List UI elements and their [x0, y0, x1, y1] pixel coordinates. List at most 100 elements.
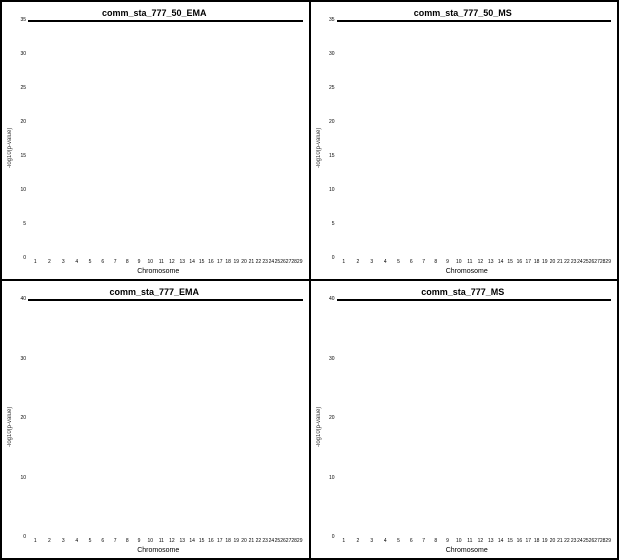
x-tick: 10 [453, 538, 464, 544]
x-tick: 12 [475, 259, 485, 265]
x-tick: 16 [515, 538, 524, 544]
plot-area: 010203040 [337, 299, 612, 537]
manhattan-panel: comm_sta_777_50_MS -log10(p-value) 0510152… [310, 1, 619, 280]
y-tick: 25 [20, 85, 26, 91]
x-tick: 5 [83, 259, 96, 265]
y-tick: 40 [329, 296, 335, 302]
y-tick: 20 [329, 119, 335, 125]
x-tick: 10 [145, 538, 156, 544]
x-tick: 29 [297, 538, 303, 544]
x-tick: 20 [549, 538, 557, 544]
x-tick: 29 [605, 538, 611, 544]
x-tick: 21 [556, 538, 563, 544]
x-tick: 11 [464, 259, 475, 265]
x-tick: 11 [156, 259, 167, 265]
x-tick: 20 [240, 259, 248, 265]
x-tick: 12 [475, 538, 485, 544]
x-tick: 3 [56, 538, 70, 544]
x-ticks: 1234567891011121314151617181920212223242… [337, 538, 612, 544]
x-tick: 19 [541, 259, 549, 265]
x-tick: 16 [206, 259, 215, 265]
x-tick: 13 [486, 538, 496, 544]
x-tick: 2 [351, 259, 365, 265]
y-tick: 20 [20, 415, 26, 421]
x-tick: 11 [464, 538, 475, 544]
significance-threshold [29, 299, 302, 300]
plot-area: 05101520253035 [28, 20, 303, 258]
x-tick: 2 [42, 538, 56, 544]
x-tick: 13 [177, 538, 187, 544]
x-tick: 15 [506, 259, 515, 265]
x-tick: 14 [187, 259, 197, 265]
x-tick: 6 [96, 538, 109, 544]
plot-column: 0510152025303512345678910111213141516171… [323, 20, 612, 275]
y-tick: 30 [20, 51, 26, 57]
x-tick: 3 [365, 259, 379, 265]
x-tick: 15 [506, 538, 515, 544]
x-tick: 17 [524, 538, 533, 544]
x-tick: 19 [232, 538, 240, 544]
y-tick: 0 [23, 534, 26, 540]
y-tick: 20 [20, 119, 26, 125]
x-tick: 10 [453, 259, 464, 265]
x-tick: 12 [167, 259, 177, 265]
x-ticks: 1234567891011121314151617181920212223242… [28, 259, 303, 265]
x-tick: 18 [533, 538, 541, 544]
x-tick: 20 [549, 259, 557, 265]
plot-area: 05101520253035 [337, 20, 612, 258]
y-tick: 5 [332, 221, 335, 227]
y-ticks: 010203040 [323, 299, 335, 537]
y-tick: 30 [20, 356, 26, 362]
x-tick: 14 [496, 538, 506, 544]
x-tick: 16 [206, 538, 215, 544]
x-tick: 18 [533, 259, 541, 265]
x-tick: 20 [240, 538, 248, 544]
panel-title: comm_sta_777_50_MS [315, 8, 612, 18]
x-tick: 21 [248, 259, 255, 265]
plot-area: 010203040 [28, 299, 303, 537]
x-tick: 7 [418, 259, 430, 265]
y-tick: 15 [20, 153, 26, 159]
y-tick: 30 [329, 51, 335, 57]
x-tick: 5 [392, 538, 405, 544]
x-tick: 15 [197, 259, 206, 265]
x-tick: 9 [133, 538, 145, 544]
panel-title: comm_sta_777_MS [315, 287, 612, 297]
x-tick: 21 [248, 538, 255, 544]
x-tick: 9 [442, 538, 454, 544]
y-tick: 30 [329, 356, 335, 362]
chart-wrap: -log10(p-value)0510152025303512345678910… [6, 20, 303, 275]
x-tick: 4 [379, 259, 392, 265]
x-tick: 14 [187, 538, 197, 544]
plot-box [28, 299, 303, 301]
y-tick: 40 [20, 296, 26, 302]
y-axis-label: -log10(p-value) [6, 20, 14, 275]
plot-box [337, 299, 612, 301]
x-tick: 9 [442, 259, 454, 265]
manhattan-panel: comm_sta_777_50_EMA -log10(p-value) 051015… [1, 1, 310, 280]
x-tick: 4 [70, 259, 83, 265]
y-ticks: 05101520253035 [14, 20, 26, 258]
y-axis-label: -log10(p-value) [315, 20, 323, 275]
x-tick: 2 [42, 259, 56, 265]
plot-box [28, 20, 303, 22]
y-tick: 35 [20, 17, 26, 23]
x-tick: 29 [297, 259, 303, 265]
y-tick: 10 [20, 187, 26, 193]
x-axis-label: Chromosome [14, 547, 303, 554]
y-tick: 10 [20, 475, 26, 481]
x-tick: 8 [121, 538, 133, 544]
x-tick: 4 [70, 538, 83, 544]
x-tick: 1 [337, 259, 351, 265]
x-tick: 13 [177, 259, 187, 265]
x-tick: 1 [28, 259, 42, 265]
x-ticks: 1234567891011121314151617181920212223242… [28, 538, 303, 544]
x-tick: 9 [133, 259, 145, 265]
x-axis-label: Chromosome [323, 547, 612, 554]
panel-title: comm_sta_777_50_EMA [6, 8, 303, 18]
x-tick: 8 [121, 259, 133, 265]
x-tick: 3 [365, 538, 379, 544]
x-tick: 15 [197, 538, 206, 544]
x-tick: 29 [605, 259, 611, 265]
x-tick: 6 [96, 259, 109, 265]
